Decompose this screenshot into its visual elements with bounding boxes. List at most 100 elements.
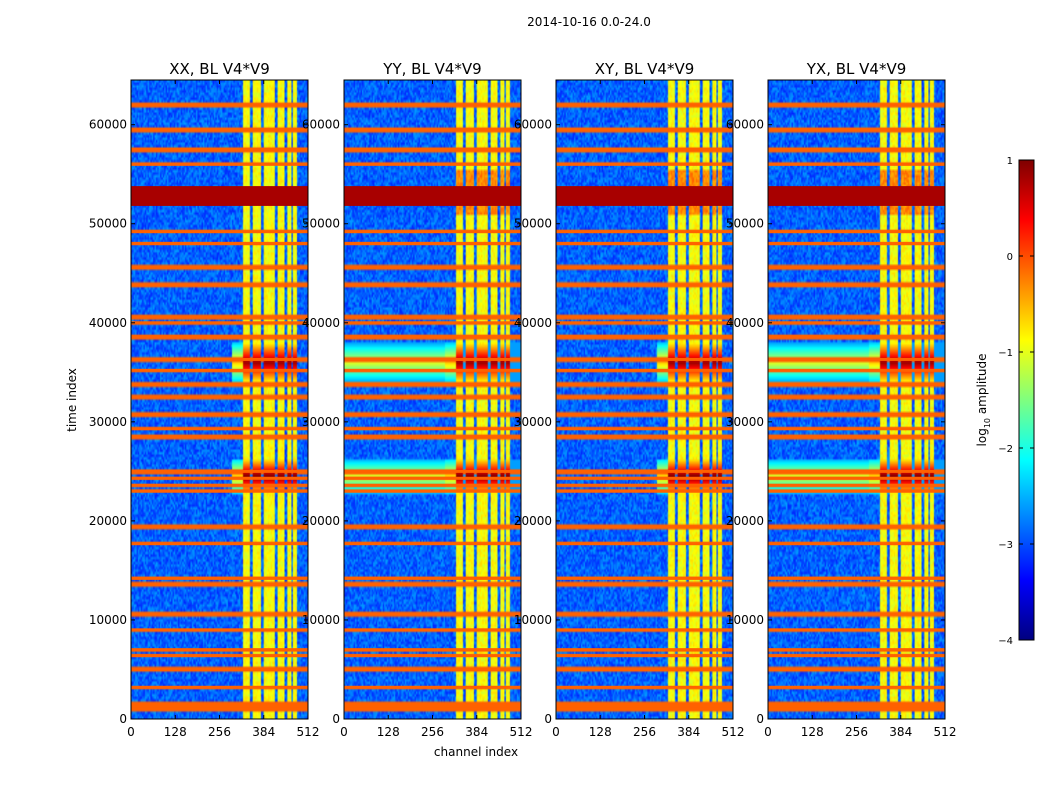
rfi-row [556, 628, 733, 632]
rfi-row [556, 435, 733, 439]
rfi-row [344, 128, 521, 132]
rfi-row [556, 357, 733, 361]
y-tick-label: 40000 [514, 316, 552, 330]
rfi-row [131, 128, 308, 132]
rfi-row [131, 576, 308, 580]
rfi-row [768, 368, 945, 372]
saturated-block [344, 186, 521, 206]
x-axis-label: channel index [434, 745, 518, 759]
rfi-row [768, 395, 945, 399]
colorbar-tick-label: −1 [998, 348, 1013, 359]
panel-title: XX, BL V4*V9 [169, 60, 270, 78]
rfi-row [344, 702, 521, 706]
rfi-row [556, 542, 733, 546]
panel-3: XY, BL V4*V9 0 128 256 384 512 0 10000 20000 3000… [514, 60, 745, 739]
colorbar-label-main: log [975, 428, 989, 446]
rfi-row [131, 435, 308, 439]
rfi-row [768, 654, 945, 658]
rfi-row [131, 162, 308, 166]
rfi-row [344, 357, 521, 361]
y-tick-label: 40000 [726, 316, 764, 330]
rfi-row [344, 427, 521, 431]
suptitle: 2014-10-16 0.0-24.0 [527, 15, 651, 29]
rfi-row [344, 413, 521, 417]
x-tick-label: 128 [589, 725, 612, 739]
y-tick-label: 20000 [514, 514, 552, 528]
x-tick-label: 384 [465, 725, 488, 739]
rfi-row [768, 242, 945, 246]
rfi-row [131, 230, 308, 234]
rfi-row [556, 162, 733, 166]
x-tick-label: 512 [297, 725, 320, 739]
rfi-row [131, 335, 308, 339]
rfi-row [768, 582, 945, 586]
colorbar-tick-label: −4 [998, 636, 1013, 647]
rfi-row [768, 335, 945, 339]
rfi-row [344, 230, 521, 234]
colorbar-tick-label: −2 [998, 444, 1013, 455]
rfi-row [768, 483, 945, 487]
y-tick-label: 60000 [302, 118, 340, 132]
panel-title: YX, BL V4*V9 [806, 60, 907, 78]
rfi-row [556, 413, 733, 417]
y-tick-label: 50000 [514, 217, 552, 231]
rfi-row [131, 476, 308, 480]
rfi-row [556, 283, 733, 287]
rfi-row [556, 483, 733, 487]
panel-4: YX, BL V4*V9 0 128 256 384 512 0 10000 20000 3000… [726, 60, 957, 739]
rfi-row [768, 283, 945, 287]
rfi-row [131, 654, 308, 658]
y-tick-label: 20000 [302, 514, 340, 528]
rfi-row [768, 525, 945, 529]
rfi-row [344, 483, 521, 487]
rfi-row [768, 162, 945, 166]
rfi-row [556, 128, 733, 132]
heatmap-image [556, 80, 733, 719]
colorbar-label-sub: 10 [983, 418, 992, 428]
rfi-row [131, 382, 308, 386]
rfi-row [768, 542, 945, 546]
rfi-row [131, 702, 308, 706]
colorbar-gradient [1018, 159, 1035, 641]
rfi-row [344, 628, 521, 632]
rfi-row [768, 265, 945, 269]
heatmap-image [344, 80, 521, 719]
y-tick-label: 50000 [726, 217, 764, 231]
panel-1: XX, BL V4*V9 0 128 256 384 512 0 10000 20000 3000… [89, 60, 320, 739]
rfi-row [131, 483, 308, 487]
rfi-row [131, 321, 308, 325]
panels: XX, BL V4*V9 0 128 256 384 512 0 10000 20000 3000… [89, 60, 957, 739]
rfi-row [131, 368, 308, 372]
rfi-row [768, 685, 945, 689]
saturated-block [556, 186, 733, 206]
rfi-row [131, 395, 308, 399]
rfi-row [131, 357, 308, 361]
rfi-row [344, 321, 521, 325]
x-tick-label: 512 [934, 725, 957, 739]
rfi-row [556, 242, 733, 246]
panel-title: XY, BL V4*V9 [595, 60, 695, 78]
rfi-row [131, 582, 308, 586]
y-tick-label: 60000 [726, 118, 764, 132]
rfi-row [556, 707, 733, 711]
rfi-row [131, 685, 308, 689]
x-tick-label: 128 [801, 725, 824, 739]
rfi-row [556, 335, 733, 339]
rfi-row [131, 628, 308, 632]
rfi-row [344, 395, 521, 399]
colorbar-tick-label: 0 [1007, 252, 1013, 263]
rfi-row [344, 667, 521, 671]
rfi-row [344, 368, 521, 372]
rfi-row [768, 707, 945, 711]
rfi-row [768, 427, 945, 431]
saturated-block [131, 186, 308, 206]
y-tick-label: 60000 [89, 118, 127, 132]
y-tick-label: 10000 [514, 613, 552, 627]
colorbar-label: log10 amplitude [975, 354, 992, 447]
panel-title: YY, BL V4*V9 [382, 60, 481, 78]
rfi-row [344, 542, 521, 546]
rfi-row [556, 230, 733, 234]
rfi-row [768, 435, 945, 439]
rfi-row [556, 702, 733, 706]
